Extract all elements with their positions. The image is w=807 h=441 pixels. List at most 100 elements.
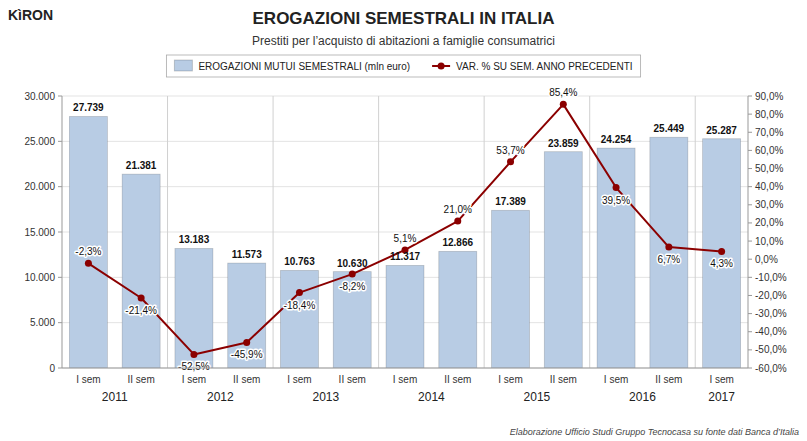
legend-frame <box>166 55 640 77</box>
y2-tick-label: 80,0% <box>755 109 783 120</box>
y2-tick <box>748 96 752 97</box>
logo-text: KìRON <box>8 7 53 23</box>
data-labels: 27.73921.38113.18311.57310.76310.63011.3… <box>73 87 737 372</box>
line <box>88 104 721 354</box>
bar <box>597 148 635 368</box>
legend-item: EROGAZIONI MUTUI SEMESTRALI (mln euro) <box>174 60 410 72</box>
line-marker <box>138 295 145 302</box>
bar <box>69 116 107 368</box>
y-tick-label: 5.000 <box>30 317 55 328</box>
y2-tick-label: -20,0% <box>755 290 787 301</box>
line-marker <box>718 248 725 255</box>
grid <box>62 96 748 368</box>
line-label: -52,5% <box>178 361 210 372</box>
bar-label: 23.859 <box>548 138 579 149</box>
x-tick-label: II sem <box>444 374 471 385</box>
grid-line <box>62 141 748 142</box>
group-label: 2014 <box>418 390 445 404</box>
line-label: 39,5% <box>602 195 630 206</box>
group-separator <box>589 96 590 368</box>
bar-label: 17.389 <box>495 196 526 207</box>
bar-label: 27.739 <box>73 102 104 113</box>
line-label: -21,4% <box>125 305 157 316</box>
title: EROGAZIONI SEMESTRALI IN ITALIA <box>253 9 555 28</box>
line-label: 85,4% <box>549 87 577 98</box>
grid-line <box>62 186 748 187</box>
y-tick-label: 15.000 <box>24 227 55 238</box>
legend-label: VAR. % SU SEM. ANNO PRECEDENTI <box>456 61 633 72</box>
x-tick-label: I sem <box>709 374 733 385</box>
line-marker <box>349 271 356 278</box>
bar <box>544 152 582 368</box>
y-tick-label: 30.000 <box>24 91 55 102</box>
y-tick <box>58 232 62 233</box>
y2-tick <box>748 331 752 332</box>
line-marker <box>85 260 92 267</box>
line-marker <box>507 158 514 165</box>
line-label: -45,9% <box>231 349 263 360</box>
y2-tick <box>748 132 752 133</box>
y2-tick <box>748 186 752 187</box>
source: Elaborazione Ufficio Studi Gruppo Tecnoc… <box>510 427 799 437</box>
legend-marker <box>438 63 445 70</box>
y-tick-label: 25.000 <box>24 136 55 147</box>
group-label: 2011 <box>102 390 128 404</box>
line-marker <box>560 101 567 108</box>
y2-tick <box>748 114 752 115</box>
line-marker <box>665 244 672 251</box>
bar <box>703 139 741 368</box>
bar <box>386 265 424 368</box>
x-tick-label: II sem <box>339 374 366 385</box>
line-marker <box>190 351 197 358</box>
group-label: 2013 <box>312 390 339 404</box>
bar <box>650 137 688 368</box>
y2-tick-label: -60,0% <box>755 363 787 374</box>
y2-tick <box>748 204 752 205</box>
y-tick <box>58 141 62 142</box>
bar-label: 25.287 <box>706 125 737 136</box>
line-label: 4,3% <box>710 258 733 269</box>
legend-swatch <box>174 60 192 71</box>
x-axis-line <box>62 368 748 369</box>
y2-tick <box>748 368 752 369</box>
y2-tick-label: 70,0% <box>755 127 783 138</box>
y2-tick <box>748 313 752 314</box>
line-label: 53,7% <box>496 145 524 156</box>
bar-label: 13.183 <box>179 234 210 245</box>
y2-tick-label: 30,0% <box>755 199 783 210</box>
line-label: 6,7% <box>657 254 680 265</box>
y-tick <box>58 322 62 323</box>
x-tick-label: I sem <box>604 374 628 385</box>
bar <box>439 251 477 368</box>
group-separator <box>273 96 274 368</box>
x-tick-label: II sem <box>655 374 682 385</box>
y2-tick-label: -50,0% <box>755 344 787 355</box>
bar-label: 11.573 <box>232 249 262 260</box>
y2-tick-label: -30,0% <box>755 308 787 319</box>
x-tick-label: I sem <box>76 374 100 385</box>
group-label: 2015 <box>524 390 551 404</box>
y2-tick-label: 0,0% <box>755 254 778 265</box>
line-marker <box>613 184 620 191</box>
line-marker <box>296 289 303 296</box>
group-label: 2012 <box>207 390 234 404</box>
bar-label: 11.317 <box>390 251 420 262</box>
legend: EROGAZIONI MUTUI SEMESTRALI (mln euro) VA… <box>166 55 640 77</box>
y2-tick <box>748 277 752 278</box>
y2-tick-label: 20,0% <box>755 217 783 228</box>
y-tick <box>58 277 62 278</box>
y2-tick-label: 50,0% <box>755 163 783 174</box>
line-label: 21,0% <box>444 204 472 215</box>
x-tick-label: I sem <box>393 374 417 385</box>
line-marker <box>243 339 250 346</box>
bar-label: 24.254 <box>601 134 632 145</box>
bar <box>280 270 318 368</box>
line-label: -18,4% <box>284 300 316 311</box>
x-tick-label: I sem <box>287 374 311 385</box>
y2-tick-label: 40,0% <box>755 181 783 192</box>
chart: EROGAZIONI SEMESTRALI IN ITALIAPrestiti … <box>0 0 807 441</box>
y-tick <box>58 368 62 369</box>
y-tick <box>58 186 62 187</box>
bar-label: 10.630 <box>337 258 368 269</box>
y2-tick <box>748 168 752 169</box>
